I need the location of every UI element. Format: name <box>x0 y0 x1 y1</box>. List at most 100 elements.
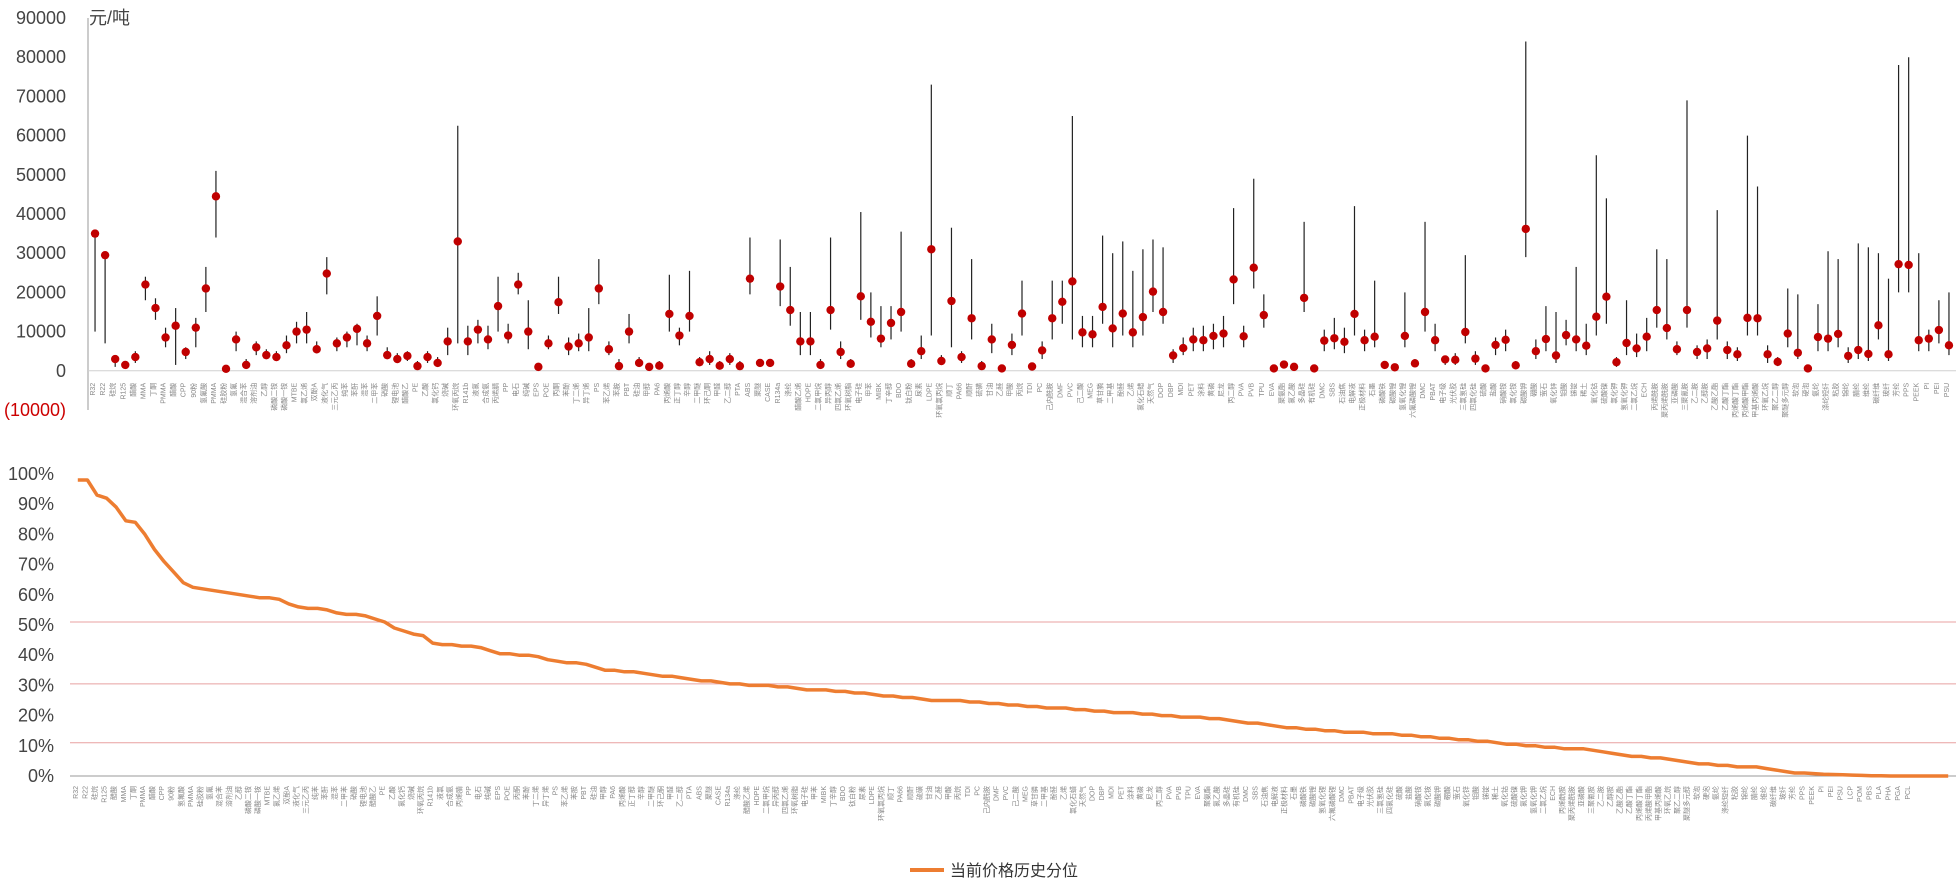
category-label: 黄磷 <box>1206 383 1215 397</box>
category-label: 碳纤维 <box>1871 383 1880 404</box>
category-label-2: 苯酚 <box>522 786 531 800</box>
value-dot <box>1783 329 1792 338</box>
value-dot <box>322 269 331 278</box>
category-label-2: 液化气 <box>291 786 300 807</box>
category-label: 腈纶 <box>1851 383 1860 397</box>
percentile-line <box>77 478 1949 778</box>
category-label: 二氯乙烷 <box>1630 383 1639 411</box>
value-dot <box>1743 313 1752 323</box>
category-label-2: 氧化钴 <box>1500 786 1509 807</box>
category-label: 甲醇 <box>642 383 651 397</box>
category-label: R125 <box>120 383 127 400</box>
category-label: 涂料 <box>1196 383 1205 397</box>
category-label: 苯酐 <box>350 383 359 397</box>
value-dot <box>1551 351 1561 360</box>
y2-tick-label: 40% <box>18 645 54 665</box>
value-dot <box>1229 275 1238 284</box>
category-label-2: 硝酸 <box>349 786 358 800</box>
category-label-2: PGA <box>1895 786 1902 801</box>
value-dot <box>372 311 382 321</box>
category-label: 氯乙酸 <box>1287 383 1296 404</box>
category-label-2: 乙酸丁酯 <box>1625 786 1634 814</box>
category-label-2: 氢氧化钾 <box>1529 786 1538 814</box>
value-dot <box>1864 349 1873 359</box>
value-dot <box>1410 359 1420 368</box>
value-dot <box>685 311 694 321</box>
category-label-2: 丙二醇 <box>1155 786 1164 807</box>
category-label: 氨纶 <box>1811 383 1820 397</box>
value-dot <box>1108 324 1117 333</box>
category-label-2: 氢氧化锂 <box>1318 786 1327 814</box>
category-label-2: 乙醇胺 <box>1605 786 1614 807</box>
category-label-2: TPU <box>1185 786 1192 800</box>
category-label-2: 异丁烯 <box>541 786 550 807</box>
category-label-2: 维纶 <box>1759 786 1768 800</box>
category-label: 磷酸二铵 <box>269 383 278 411</box>
category-label-2: PEI <box>1828 786 1835 797</box>
value-dot <box>1531 347 1541 356</box>
value-dot <box>786 305 795 315</box>
value-dot <box>1461 327 1470 337</box>
value-dot <box>1289 362 1299 372</box>
category-label: 二甲醚 <box>693 383 702 404</box>
category-label-2: PHA <box>1886 786 1893 801</box>
value-dot <box>826 305 835 315</box>
category-label: EVA <box>1269 382 1276 396</box>
value-dot <box>171 321 180 330</box>
category-label: 三氯氢硅 <box>1458 383 1467 411</box>
category-label: 甲苯 <box>864 383 873 397</box>
value-dot <box>1914 336 1923 345</box>
value-dot <box>383 350 392 360</box>
category-label: 乙烯 <box>1126 383 1135 397</box>
category-label: 乙酸丁酯 <box>1720 383 1729 411</box>
category-label: 氢氟酸 <box>199 383 208 404</box>
category-label: 醋酸乙 <box>400 383 409 404</box>
category-label: PTA <box>735 382 742 395</box>
category-label-2: 溶剂油 <box>224 786 233 807</box>
category-label-2: LDPE <box>869 786 876 805</box>
value-dot <box>231 335 241 344</box>
category-label-2: 乙酸乙酯 <box>1615 786 1624 814</box>
category-label-2: SBS <box>1253 786 1260 800</box>
category-label: 溶剂油 <box>249 383 258 404</box>
y2-tick-label: 60% <box>18 585 54 605</box>
category-label-2: 聚乙二醇 <box>1673 786 1682 814</box>
value-dot <box>1058 297 1067 307</box>
category-label-2: 甲苯 <box>809 786 818 800</box>
value-dot <box>705 354 714 364</box>
category-label: 丙烯腈 <box>491 383 500 404</box>
value-dot <box>927 245 936 254</box>
value-dot <box>1390 363 1400 372</box>
category-label-2: 甲醛 <box>665 786 674 800</box>
category-label-2: 硅烷 <box>90 786 99 800</box>
value-dot <box>1269 364 1279 373</box>
category-label: POE <box>543 382 550 397</box>
category-label-2: 碳酸钾 <box>1433 786 1442 807</box>
category-label-2: 氯乙烯 <box>272 786 281 807</box>
category-label: 己内酰胺 <box>1045 383 1054 411</box>
y2-tick-label: 0% <box>28 766 54 786</box>
category-label: 尿素 <box>914 383 923 397</box>
category-label: 电石 <box>511 383 520 397</box>
category-label-2: MTBE <box>265 786 272 806</box>
category-label: DMF <box>1057 383 1064 398</box>
value-dot <box>1632 344 1641 353</box>
category-label: 丙二醇 <box>1227 383 1236 404</box>
category-label-2: 合成氨 <box>445 786 454 807</box>
category-label-2: 萤石 <box>1452 786 1461 800</box>
category-label: 纯苯 <box>340 383 349 397</box>
category-label-2: PE <box>380 786 387 796</box>
category-label: 乙醛 <box>995 383 1004 397</box>
value-dot <box>1904 260 1913 270</box>
value-dot <box>1471 354 1480 363</box>
category-label-2: 有机硅 <box>1231 786 1240 807</box>
category-label: 尼龙 <box>1217 383 1226 397</box>
value-dot <box>1884 350 1893 359</box>
value-dot <box>1662 323 1672 333</box>
category-label: 聚丙烯酰胺 <box>1660 383 1669 418</box>
value-dot <box>765 358 775 368</box>
category-label-2: CPP <box>159 786 166 801</box>
category-label: PMMA <box>161 382 168 403</box>
